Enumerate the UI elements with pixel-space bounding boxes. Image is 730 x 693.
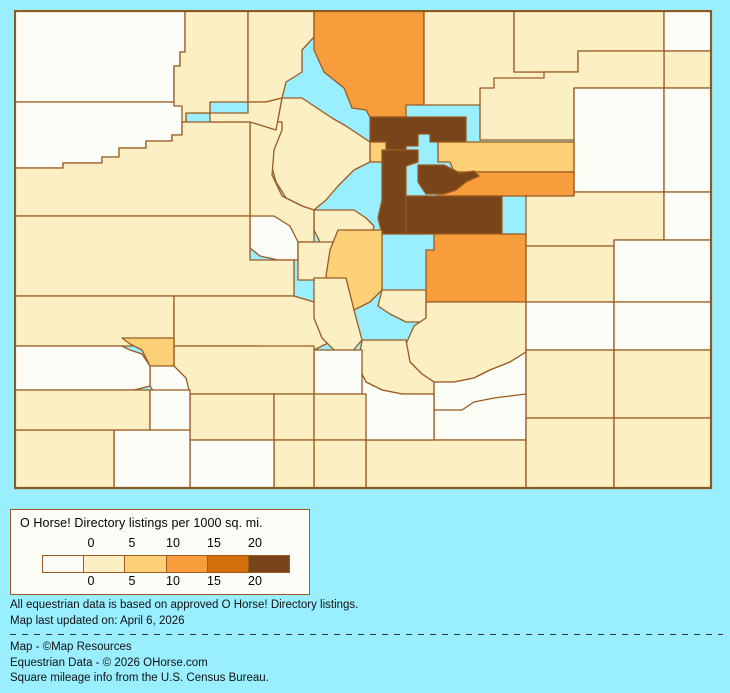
- county-la-plata[interactable]: [113, 429, 191, 489]
- county-garfield-north[interactable]: [209, 97, 283, 131]
- legend-tick-bottom-20: 20: [248, 574, 262, 588]
- footer: All equestrian data is based on approved…: [10, 598, 725, 687]
- footer-last-updated: Map last updated on: April 6, 2026: [10, 614, 185, 627]
- county-custer[interactable]: [313, 349, 363, 395]
- state-outline: [14, 10, 713, 490]
- footer-credit-equestrian-data: Equestrian Data - © 2026 OHorse.com: [10, 656, 208, 669]
- county-crowley[interactable]: [525, 301, 615, 351]
- county-phillips[interactable]: [663, 50, 712, 89]
- legend-swatch-1[interactable]: [84, 556, 126, 572]
- county-bent[interactable]: [525, 349, 615, 419]
- legend-color-scale[interactable]: [42, 555, 290, 573]
- map-container: [14, 10, 714, 490]
- county-baca-east[interactable]: [613, 417, 712, 489]
- county-grand[interactable]: [269, 97, 371, 211]
- county-prowers[interactable]: [613, 349, 712, 419]
- legend-title: O Horse! Directory listings per 1000 sq.…: [20, 516, 263, 530]
- footer-credit-map: Map - ©Map Resources: [10, 641, 132, 653]
- county-baca[interactable]: [525, 417, 615, 489]
- footer-credits: Map - ©Map Resources Equestrian Data - ©…: [10, 640, 725, 687]
- county-yuma[interactable]: [663, 87, 712, 193]
- county-jackson[interactable]: [247, 10, 315, 103]
- county-alamosa-costilla[interactable]: [313, 439, 367, 489]
- legend-panel: O Horse! Directory listings per 1000 sq.…: [10, 509, 310, 595]
- county-teller[interactable]: [377, 289, 427, 323]
- county-archuleta[interactable]: [189, 439, 275, 489]
- county-conejos[interactable]: [273, 439, 315, 489]
- legend-tick-top-10: 10: [166, 536, 180, 550]
- county-las-animas[interactable]: [365, 439, 527, 489]
- county-larimer[interactable]: [313, 10, 425, 118]
- county-san-miguel[interactable]: [14, 345, 151, 391]
- legend-swatch-5[interactable]: [248, 556, 290, 572]
- county-washington[interactable]: [573, 87, 665, 193]
- legend-tick-top-5: 5: [128, 536, 136, 550]
- county-san-juan[interactable]: [149, 389, 191, 431]
- legend-tick-bottom-10: 10: [166, 574, 180, 588]
- county-sedgwick[interactable]: [663, 10, 712, 52]
- footer-credit-census: Square mileage info from the U.S. Census…: [10, 672, 269, 684]
- county-lincoln[interactable]: [525, 191, 665, 247]
- county-dolores[interactable]: [14, 389, 151, 431]
- legend-tick-bottom-15: 15: [207, 574, 221, 588]
- county-lincoln-lower[interactable]: [525, 245, 615, 303]
- county-kiowa[interactable]: [613, 301, 712, 351]
- legend-swatch-4[interactable]: [207, 556, 249, 572]
- legend-swatch-2[interactable]: [125, 556, 167, 572]
- colorado-choropleth-map: [14, 10, 713, 490]
- county-saguache[interactable]: [173, 345, 315, 395]
- county-mineral[interactable]: [273, 393, 315, 441]
- legend-tick-bottom-5: 5: [128, 574, 136, 588]
- county-denver[interactable]: [417, 164, 480, 195]
- legend-tick-top-0: 0: [87, 536, 95, 550]
- county-kit-carson[interactable]: [663, 191, 712, 241]
- legend-tick-row-bottom: 0 5 10 15 20: [11, 574, 311, 590]
- county-garfield[interactable]: [14, 121, 251, 217]
- legend-tick-row-top: 0 5 10 15 20: [11, 536, 311, 552]
- county-cheyenne[interactable]: [613, 239, 712, 303]
- county-rio-grande[interactable]: [313, 393, 367, 441]
- legend-tick-top-15: 15: [207, 536, 221, 550]
- legend-tick-bottom-0: 0: [87, 574, 95, 588]
- county-routt[interactable]: [173, 10, 249, 123]
- county-moffat[interactable]: [14, 10, 186, 103]
- footer-data-source: All equestrian data is based on approved…: [10, 599, 359, 611]
- county-hinsdale[interactable]: [189, 393, 275, 441]
- legend-swatch-0[interactable]: [43, 556, 85, 572]
- county-adams[interactable]: [437, 141, 575, 173]
- legend-swatch-3[interactable]: [166, 556, 208, 572]
- legend-tick-top-20: 20: [248, 536, 262, 550]
- county-montezuma[interactable]: [14, 429, 115, 489]
- county-douglas[interactable]: [405, 195, 503, 235]
- county-elbert[interactable]: [425, 233, 527, 303]
- footer-divider: [10, 634, 723, 635]
